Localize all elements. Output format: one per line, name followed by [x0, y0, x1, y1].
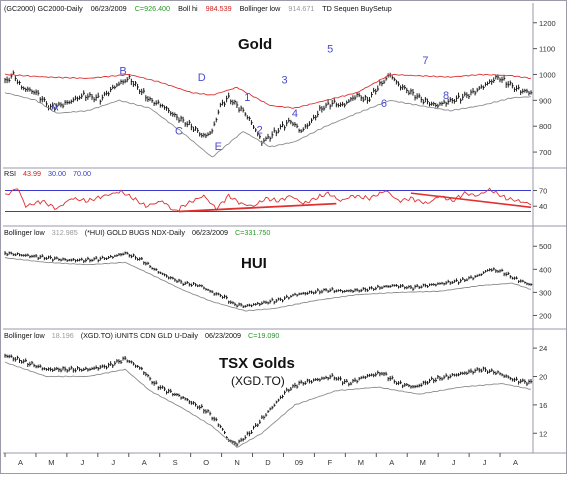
gold-date: 06/23/2009: [91, 4, 127, 13]
hui-title: HUI: [241, 255, 267, 272]
wave-label: 5: [327, 44, 333, 56]
x-tick-label: A: [513, 458, 518, 467]
gold-header: (GC2000) GC2000-Daily 06/23/2009 C=926.4…: [4, 4, 392, 13]
hui-close: C=331.750: [235, 228, 270, 237]
wave-label: C: [175, 125, 183, 137]
xgd-header: Bollinger low 18.196 (XGD.TO) iUNITS CDN…: [4, 331, 279, 340]
rsi-trendline: [178, 202, 337, 213]
series-line-xgd-1: [4, 361, 532, 448]
rsi-low-band: 30.00: [48, 169, 66, 178]
hui-symbol: (*HUI) GOLD BUGS NDX-Daily: [85, 228, 186, 237]
wave-label: 8: [443, 90, 449, 102]
y-tick-label-rsi: 70: [539, 187, 547, 196]
series-line-hui-1: [4, 257, 532, 312]
x-tick-label: A: [142, 458, 147, 467]
gold-bollhi-label: Boll hi: [178, 4, 198, 13]
y-tick-label-rsi: 40: [539, 202, 547, 211]
hui-label: Bollinger low: [4, 228, 46, 237]
y-tick-label-xgd: 16: [539, 401, 547, 410]
x-tick-label: M: [420, 458, 426, 467]
gold-bollhi-value: 984.539: [206, 4, 232, 13]
x-tick-label: F: [328, 458, 333, 467]
wave-label: E: [215, 141, 222, 153]
wave-label: A: [51, 102, 59, 114]
x-tick-label: J: [483, 458, 487, 467]
xgd-subtitle: (XGD.TO): [231, 374, 285, 388]
x-tick-label: O: [203, 458, 209, 467]
y-tick-label-hui: 200: [539, 311, 552, 320]
y-tick-label-xgd: 12: [539, 429, 547, 438]
x-tick-label: D: [265, 458, 271, 467]
xgd-close: C=19.090: [248, 331, 279, 340]
x-tick-label: M: [48, 458, 54, 467]
xgd-label: Bollinger low: [4, 331, 46, 340]
y-tick-label-gold: 1200: [539, 19, 556, 28]
x-tick-label: A: [389, 458, 394, 467]
x-tick-label: 09: [295, 458, 303, 467]
gold-bolllow-value: 914.671: [288, 4, 314, 13]
rsi-trendline-2: [410, 192, 532, 209]
rsi-label: RSI: [4, 169, 16, 178]
y-tick-label-gold: 1000: [539, 70, 556, 79]
wave-label: 7: [422, 55, 428, 67]
hui-date: 06/23/2009: [192, 228, 228, 237]
xgd-symbol: (XGD.TO) iUNITS CDN GLD U-Daily: [81, 331, 199, 340]
y-tick-label-gold: 900: [539, 96, 552, 105]
x-tick-label: M: [358, 458, 364, 467]
x-tick-label: S: [173, 458, 178, 467]
wave-label: D: [198, 72, 206, 84]
hui-header: Bollinger low 312.985 (*HUI) GOLD BUGS N…: [4, 228, 270, 237]
wave-label: B: [119, 65, 126, 77]
series-line-gold-1: [4, 73, 532, 109]
y-tick-label-xgd: 24: [539, 344, 547, 353]
y-tick-label-gold: 800: [539, 122, 552, 131]
y-tick-label-hui: 500: [539, 242, 552, 251]
xgd-title: TSX Golds: [219, 355, 295, 372]
wave-label: 2: [257, 125, 263, 137]
y-tick-label-xgd: 20: [539, 372, 547, 381]
y-tick-label-hui: 300: [539, 288, 552, 297]
gold-close: C=926.400: [135, 4, 170, 13]
wave-label: 6: [381, 98, 387, 110]
x-tick-label: J: [452, 458, 456, 467]
y-tick-label-gold: 700: [539, 148, 552, 157]
x-tick-label: N: [234, 458, 239, 467]
x-tick-label: J: [80, 458, 84, 467]
series-line-gold-2: [4, 92, 532, 158]
gold-bolllow-label: Bollinger low: [240, 4, 282, 13]
gold-title: Gold: [238, 36, 272, 53]
wave-label: 1: [244, 92, 250, 104]
rsi-high-band: 70.00: [73, 169, 91, 178]
wave-label: 4: [292, 108, 298, 120]
gold-study: TD Sequen BuySetup: [322, 4, 392, 13]
x-tick-label: A: [18, 458, 23, 467]
xgd-value: 18.196: [52, 331, 74, 340]
rsi-value: 43.99: [23, 169, 41, 178]
gold-symbol: (GC2000) GC2000-Daily: [4, 4, 83, 13]
xgd-date: 06/23/2009: [205, 331, 241, 340]
y-tick-label-gold: 1100: [539, 45, 555, 54]
rsi-header: RSI 43.99 30.00 70.00: [4, 169, 91, 178]
y-tick-label-hui: 400: [539, 265, 552, 274]
x-tick-label: J: [111, 458, 115, 467]
wave-label: 3: [282, 75, 288, 87]
hui-value: 312.985: [52, 228, 78, 237]
